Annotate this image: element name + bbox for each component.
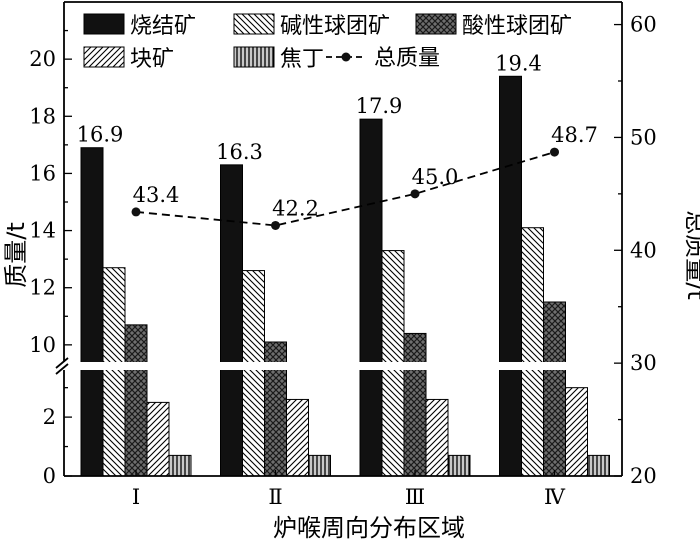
total-mass-label: 42.2: [272, 196, 319, 220]
bar-块矿-1: [146, 401, 170, 477]
y2-tick-label: 30: [630, 351, 657, 375]
x-axis-title: 炉喉周向分布区域: [273, 514, 465, 542]
y2-axis-title: 总质量/t: [682, 210, 700, 300]
y2-tick-label: 50: [630, 125, 657, 149]
bar-碱性球团矿-2: [242, 270, 265, 477]
y-tick-label: 18: [29, 104, 56, 128]
bar-酸性球团矿-3: [403, 332, 427, 477]
legend-label: 总质量: [374, 46, 440, 71]
total-mass-point: [410, 189, 420, 199]
sinter-value-label: 19.4: [495, 51, 542, 75]
axis-ticks: 0 2 10 12 14 16 18 20 20 30 40 50 60 Ⅰ Ⅱ Ⅲ Ⅳ: [29, 13, 656, 509]
bar-碱性球团矿-4: [521, 227, 544, 477]
y-axis-title: 质量/t: [2, 222, 30, 288]
sinter-value-label: 17.9: [356, 94, 403, 118]
sinter-value-label: 16.3: [216, 140, 263, 164]
bar-烧结矿-4: [499, 75, 522, 477]
bar-焦丁-4: [587, 454, 610, 477]
bar-碱性球团矿-1: [102, 267, 126, 477]
y-tick-label: 20: [29, 47, 56, 71]
legend-label: 焦丁: [280, 47, 324, 72]
total-mass-line: [131, 147, 559, 230]
break-mark-top: [55, 357, 69, 369]
total-mass-point: [271, 220, 280, 230]
legend-line-marker: [341, 52, 351, 62]
y-tick-label: 10: [29, 333, 56, 357]
bar-烧结矿-1: [80, 147, 104, 477]
x-tick-label: Ⅳ: [544, 485, 566, 509]
x-tick-label: Ⅱ: [268, 485, 282, 509]
legend-swatch: [233, 46, 275, 68]
legend-label: 烧结矿: [130, 14, 196, 39]
legend-swatch: [83, 13, 125, 35]
total-mass-point: [131, 207, 141, 217]
y-tick-label: 2: [43, 405, 56, 429]
total-mass-point: [550, 147, 559, 157]
y-tick-label: 0: [43, 464, 56, 488]
break-band: [50, 362, 620, 370]
y-tick-label: 14: [29, 219, 56, 243]
bar-烧结矿-3: [359, 118, 383, 477]
break-mark-bottom: [55, 363, 69, 375]
axis-break: [50, 357, 620, 375]
total-mass-label: 45.0: [412, 165, 459, 189]
bar-烧结矿-2: [220, 164, 243, 477]
bar-酸性球团矿-1: [124, 324, 148, 477]
total-mass-label: 48.7: [551, 123, 598, 147]
bar-块矿-4: [565, 387, 588, 477]
bar-焦丁-1: [168, 454, 192, 477]
legend-label: 块矿: [130, 47, 174, 72]
legend-label: 酸性球团矿: [462, 14, 572, 39]
y2-tick-label: 40: [630, 238, 657, 262]
bar-焦丁-3: [447, 454, 471, 477]
total-mass-polyline: [135, 151, 555, 227]
legend-swatch: [83, 46, 125, 68]
legend-label: 碱性球团矿: [280, 14, 390, 39]
bar-块矿-3: [425, 398, 449, 477]
total-mass-label: 43.4: [133, 183, 180, 207]
bar-酸性球团矿-4: [543, 301, 566, 477]
x-tick-label: Ⅲ: [405, 485, 425, 509]
sinter-value-label: 16.9: [77, 123, 124, 147]
legend-swatch: [233, 13, 275, 35]
y2-tick-label: 20: [630, 464, 657, 488]
data-labels: 16.9 16.3 17.9 19.4 43.4 42.2 45.0 48.7: [77, 51, 598, 220]
bar-块矿-2: [286, 398, 309, 477]
bar-焦丁-2: [308, 454, 331, 477]
y-tick-label: 12: [29, 276, 56, 300]
bars-layer: [80, 75, 610, 477]
y2-tick-label: 60: [630, 13, 657, 37]
legend-swatch: [415, 13, 457, 35]
y-tick-label: 16: [29, 161, 56, 185]
x-tick-label: Ⅰ: [132, 485, 140, 509]
